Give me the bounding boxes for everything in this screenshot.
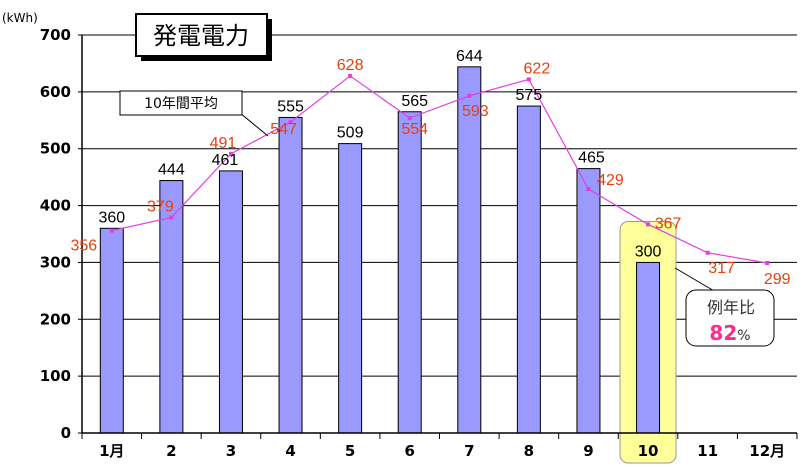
average-point bbox=[109, 228, 114, 233]
axes: 0 100 200 300 400 500 600 700 1月 2 3 4 5 6 7 8 9 10 11 12月 bbox=[40, 26, 798, 460]
average-line-path bbox=[111, 75, 768, 264]
average-value-label: 299 bbox=[764, 271, 791, 288]
average-value-label: 356 bbox=[70, 238, 97, 255]
bar-value-label: 300 bbox=[635, 243, 662, 260]
average-value-label: 429 bbox=[597, 172, 624, 189]
average-value-label: 491 bbox=[210, 135, 237, 152]
average-point bbox=[765, 260, 770, 265]
x-tick-label: 4 bbox=[285, 442, 295, 460]
ratio-callout-value: 82% bbox=[709, 321, 750, 345]
average-point bbox=[586, 187, 591, 192]
average-point bbox=[288, 119, 293, 124]
ratio-callout: 例年比 82% bbox=[674, 267, 775, 347]
bar-value-label: 644 bbox=[456, 48, 483, 65]
x-tick-label: 9 bbox=[583, 442, 593, 460]
average-value-label: 628 bbox=[337, 57, 364, 74]
average-value-label: 367 bbox=[655, 215, 682, 232]
data-labels: 360 444 461 555 509 565 644 575 465 300 356 379 491 5… bbox=[70, 48, 790, 288]
bar bbox=[218, 170, 243, 434]
y-tick-label: 600 bbox=[40, 83, 71, 101]
bar-value-label: 461 bbox=[212, 152, 239, 169]
average-value-label: 554 bbox=[401, 121, 428, 138]
bar bbox=[397, 111, 422, 434]
average-point bbox=[467, 93, 472, 98]
bar bbox=[457, 66, 482, 434]
average-line bbox=[109, 73, 770, 265]
y-tick-label: 100 bbox=[40, 367, 71, 385]
x-tick-label: 1月 bbox=[99, 442, 124, 460]
x-tick-label: 2 bbox=[166, 442, 176, 460]
bar-value-label: 555 bbox=[277, 98, 304, 115]
average-value-label: 593 bbox=[462, 103, 489, 120]
ratio-callout-label: 例年比 bbox=[707, 298, 755, 317]
average-legend-callout: 10年間平均 bbox=[119, 90, 269, 137]
y-tick-label: 400 bbox=[40, 197, 71, 215]
average-point bbox=[407, 116, 412, 121]
average-value-label: 622 bbox=[524, 60, 551, 77]
y-tick-label: 700 bbox=[40, 26, 71, 44]
x-tick-label: 10 bbox=[638, 442, 659, 460]
average-point bbox=[169, 215, 174, 220]
chart-title: 発電電力 bbox=[153, 22, 249, 50]
y-tick-label: 500 bbox=[40, 140, 71, 158]
bar bbox=[278, 116, 303, 434]
x-tick-label: 6 bbox=[404, 442, 414, 460]
bar-value-label: 575 bbox=[516, 87, 543, 104]
average-point bbox=[348, 73, 353, 78]
x-tick-label: 12月 bbox=[749, 442, 785, 460]
bar-value-label: 509 bbox=[337, 125, 364, 142]
average-value-label: 379 bbox=[147, 199, 174, 216]
average-point bbox=[646, 222, 651, 227]
average-value-label: 317 bbox=[708, 260, 735, 277]
x-tick-label: 7 bbox=[464, 442, 474, 460]
average-value-label: 547 bbox=[270, 121, 297, 138]
bar-value-label: 465 bbox=[578, 150, 605, 167]
bar bbox=[338, 143, 363, 434]
y-tick-label: 0 bbox=[61, 424, 71, 442]
x-tick-label: 11 bbox=[697, 442, 718, 460]
average-point bbox=[526, 77, 531, 82]
bar bbox=[516, 105, 541, 434]
y-tick-label: 200 bbox=[40, 310, 71, 328]
x-tick-label: 8 bbox=[524, 442, 534, 460]
chart-title-box: 発電電力 bbox=[135, 13, 272, 61]
bar bbox=[99, 227, 124, 434]
average-point bbox=[705, 250, 710, 255]
x-tick-label: 3 bbox=[226, 442, 236, 460]
bar-value-label: 444 bbox=[158, 162, 185, 179]
average-point bbox=[228, 151, 233, 156]
bars bbox=[99, 66, 661, 434]
x-tick-label: 5 bbox=[345, 442, 355, 460]
bar bbox=[636, 261, 661, 434]
average-legend-label: 10年間平均 bbox=[144, 96, 218, 112]
bar bbox=[576, 168, 601, 434]
bar-value-label: 360 bbox=[98, 209, 125, 226]
y-tick-label: 300 bbox=[40, 253, 71, 271]
unit-label: (kWh) bbox=[2, 11, 38, 25]
bar-value-label: 565 bbox=[401, 93, 428, 110]
